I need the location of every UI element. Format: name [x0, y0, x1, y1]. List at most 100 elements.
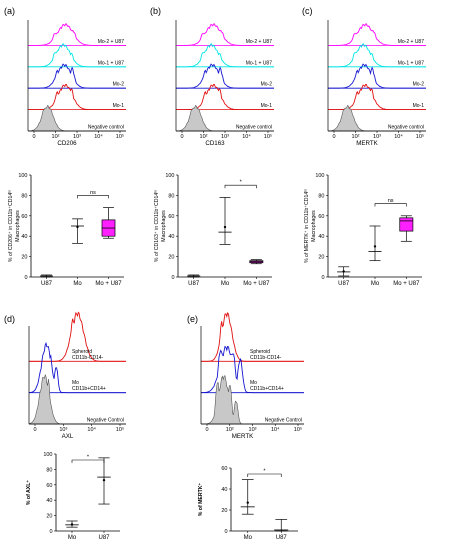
- panel-letter: (c): [302, 6, 313, 16]
- panel-letter: (d): [4, 314, 15, 324]
- panel-letter: (b): [150, 6, 161, 16]
- plot-y-tick-label: 60: [21, 214, 27, 220]
- histogram-x-tick-label: 10⁴: [394, 133, 403, 140]
- plot-y-label: % of CD206⁺ in CD11b⁺CD14ˡᵒ Macrophages: [8, 190, 21, 262]
- plot-y-label: % of MERTK⁺: [198, 482, 204, 516]
- mean-marker: [70, 523, 74, 526]
- histogram-marker-label: MERTK: [356, 140, 378, 147]
- plot-y-label-line: Macrophages: [15, 210, 21, 242]
- plot-y-tick-label: 20: [168, 255, 174, 261]
- histogram-curve: [201, 345, 304, 394]
- histogram-x-tick-label: 10²: [352, 134, 360, 140]
- mean-marker: [373, 245, 377, 248]
- curve-label: Mo-1 + U87: [246, 60, 272, 66]
- histogram-x-tick-label: 0: [205, 427, 208, 433]
- significance-bracket: [71, 459, 105, 463]
- histogram-x-tick-label: 10⁵: [416, 133, 424, 140]
- curve-label: Mo-1: [413, 103, 425, 109]
- plot-y-tick-label: 60: [168, 214, 174, 220]
- histogram-marker-label: CD206: [57, 140, 77, 147]
- curve-label: Mo-2 + U87: [98, 39, 124, 45]
- curve-label: Negative control: [88, 125, 124, 131]
- panel-2: (b) Mo-2 + U87 Mo-1 + U87 Mo-2 Mo-1 Negative …: [150, 6, 274, 287]
- mean-marker: [76, 225, 79, 229]
- significance-label: *: [240, 180, 243, 186]
- curve-label: Negative control: [388, 125, 424, 131]
- histogram-x-tick-label: 10²: [226, 427, 234, 433]
- histogram-curve: [328, 63, 426, 89]
- plot-x-tick-label: Mo: [244, 535, 253, 541]
- curve-label: Mo-1: [113, 103, 125, 109]
- histogram-curve: [29, 311, 126, 362]
- significance-bracket: [374, 203, 407, 207]
- curve-label: Mo-1: [261, 103, 273, 109]
- plot-y-tick-label: 0: [321, 275, 324, 281]
- curve-label: Mo-1 + U87: [98, 60, 124, 66]
- plot-y-tick-label: 80: [46, 467, 52, 473]
- histogram-x-tick-label: 10³: [59, 427, 67, 433]
- histogram-x-tick-label: 10⁵: [116, 133, 124, 140]
- plot-x-tick-label: Mo: [221, 281, 230, 287]
- panel-4: (d) SpheroidCD11b-CD14-MoCD11b+CD14+Negat…: [4, 311, 126, 541]
- curve-label: Mo-1 + U87: [398, 60, 424, 66]
- plot-y-tick-label: 40: [318, 234, 324, 240]
- plot-y-tick-label: 40: [21, 234, 27, 240]
- mean-marker: [102, 478, 106, 482]
- plot-y-label-line: % of MERTK⁺ in CD11b⁺CD14ˡᵒ: [304, 189, 310, 263]
- significance-bracket: [224, 184, 257, 189]
- curve-label: Negative Control: [265, 418, 302, 424]
- histogram-x-tick-label: 10⁵: [264, 133, 272, 140]
- plot-y-label-line: Macrophages: [311, 210, 317, 242]
- plot-y-tick-label: 20: [46, 514, 52, 520]
- plot-y-tick-label: 0: [224, 529, 227, 535]
- curve-label: Spheroid: [72, 349, 92, 355]
- curve-label: Mo: [72, 380, 79, 386]
- histogram-curve: [28, 42, 126, 68]
- panel-5: (e)SpheroidCD11b-CD14-MoCD11b+CD14+Negat…: [187, 312, 304, 541]
- histogram-x-tick-label: 10³: [249, 427, 257, 433]
- mean-marker: [246, 501, 249, 504]
- histogram-x-tick-label: 0: [332, 134, 335, 140]
- curve-label: Mo-2: [413, 82, 425, 88]
- plot-x-tick-label: U87: [188, 281, 200, 287]
- plot-y-tick-label: 20: [318, 255, 324, 261]
- histogram-curve: [176, 63, 274, 89]
- plot-y-tick-label: 0: [171, 275, 174, 281]
- significance-label: ns: [90, 190, 96, 196]
- plot-y-tick-label: 20: [21, 255, 27, 261]
- histogram-x-tick-label: 10²: [200, 134, 208, 140]
- histogram-curve: [328, 42, 426, 68]
- plot-x-tick-label: Mo: [371, 281, 380, 287]
- plot-y-tick-label: 80: [21, 193, 27, 199]
- histogram-x-tick-label: 10⁵: [294, 426, 302, 433]
- mean-marker: [342, 270, 345, 273]
- histogram-x-tick-label: 10³: [73, 134, 81, 140]
- plot-y-label: % of CD163⁺ in CD11b⁺CD14ˡᵒ Macrophages: [154, 190, 167, 262]
- histogram-x-tick-label: 10²: [52, 134, 60, 140]
- curve-label: Mo-2: [113, 82, 125, 88]
- plot-y-tick-label: 60: [221, 466, 227, 472]
- plot-y-tick-label: 40: [221, 487, 227, 493]
- histogram-cd206: Mo-2 + U87 Mo-1 + U87 Mo-2 Mo-1 Negative con…: [27, 20, 126, 147]
- mean-marker: [223, 225, 227, 229]
- histogram-x-tick-label: 10³: [221, 134, 229, 140]
- boxplot-4: 0 20 40 60 80 100 % of AXL⁺ Mo U87 *: [26, 452, 120, 541]
- significance-label: ns: [388, 198, 394, 204]
- plot-y-tick-label: 60: [46, 483, 52, 489]
- histogram-x-tick-label: 10⁴: [242, 133, 251, 140]
- histogram-x-tick-label: 10³: [373, 134, 381, 140]
- plot-y-label: % of AXL⁺: [26, 480, 32, 506]
- curve-label: CD11b+CD14+: [250, 386, 284, 392]
- histogram-x-tick-label: 0: [180, 134, 183, 140]
- plot-x-tick-label: Mo: [73, 281, 82, 287]
- plot-x-tick-label: U87: [338, 281, 350, 287]
- histogram-mertk: Mo-2 + U87 Mo-1 + U87 Mo-2 Mo-1 Negative con…: [327, 20, 426, 147]
- plot-y-tick-label: 80: [318, 193, 324, 199]
- significance-label: *: [263, 469, 266, 475]
- curve-label: CD11b+CD14+: [72, 386, 106, 392]
- curve-label: Mo-2 + U87: [246, 39, 272, 45]
- histogram-curve: [28, 23, 126, 46]
